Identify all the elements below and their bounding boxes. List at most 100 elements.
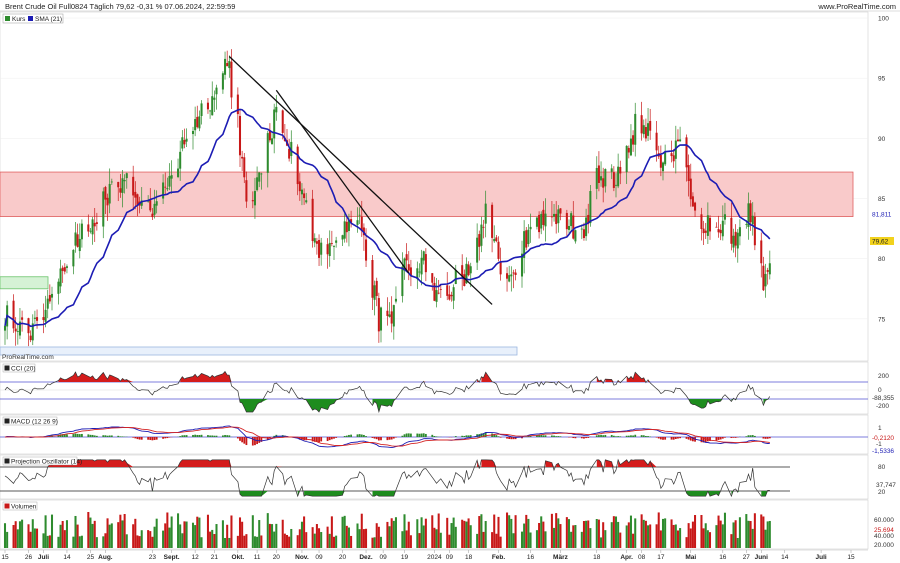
- volume-bar: [16, 529, 19, 548]
- candle: [768, 250, 771, 280]
- volume-bar: [687, 523, 690, 548]
- macd-bar: [258, 437, 261, 443]
- macd-bar: [551, 435, 553, 437]
- volume-bar: [251, 515, 254, 548]
- volume-bar: [6, 531, 9, 548]
- candle: [540, 211, 543, 235]
- macd-bar: [241, 437, 244, 443]
- volume-bar: [65, 520, 68, 548]
- candle: [320, 237, 323, 266]
- volume-bar: [256, 536, 259, 548]
- candle: [721, 205, 724, 241]
- candle: [185, 128, 188, 147]
- candle: [706, 202, 709, 244]
- volume-bar: [288, 536, 291, 548]
- candle: [617, 153, 620, 189]
- macd-bar: [102, 435, 105, 437]
- volume-bar: [27, 524, 30, 548]
- x-tick-label: 15: [1, 554, 9, 561]
- candle: [567, 219, 571, 235]
- macd-bar: [245, 437, 248, 446]
- macd-bar: [689, 437, 692, 441]
- candle: [392, 304, 395, 340]
- volume-bar: [50, 514, 54, 548]
- candle: [446, 272, 449, 301]
- x-tick-label: 15: [847, 554, 855, 561]
- candle: [649, 108, 652, 140]
- macd-bar: [685, 437, 688, 439]
- macd-bar: [371, 437, 374, 438]
- macd-bar: [529, 435, 532, 437]
- volume-bar: [104, 533, 107, 548]
- candle: [647, 108, 650, 142]
- candle: [749, 200, 752, 231]
- volume-bar: [632, 533, 635, 548]
- candle: [271, 132, 274, 145]
- volume-bar: [506, 512, 509, 548]
- candle: [689, 163, 692, 207]
- macd-bar: [469, 435, 472, 437]
- candle: [420, 249, 423, 286]
- macd-bar: [166, 437, 169, 439]
- x-axis: 15 26 Juli 14 25 Aug. 23 Sept. 12 21 Okt. 11 20 Nov. 0…: [0, 549, 868, 561]
- volume-bar: [482, 531, 485, 548]
- macd-bar: [316, 437, 318, 442]
- macd-bar: [76, 433, 79, 437]
- candle: [597, 151, 600, 192]
- volume-bar: [392, 520, 395, 548]
- y-tick-label: 80: [878, 256, 886, 263]
- volume-bar: [95, 537, 98, 548]
- volume-bar: [689, 528, 692, 548]
- macd-bar: [580, 437, 583, 439]
- y-axis: 100 95 90 85 80 75: [878, 16, 889, 324]
- candle: [580, 224, 583, 240]
- volume-bar: [181, 533, 184, 548]
- volume-bar: [313, 533, 316, 548]
- candle: [266, 130, 269, 188]
- candle: [78, 223, 81, 259]
- volume-bar: [121, 520, 124, 548]
- candle: [260, 172, 263, 190]
- macd-bar: [320, 437, 323, 442]
- volume-bar: [228, 537, 231, 548]
- macd-bar: [659, 437, 662, 440]
- volume-bar: [723, 512, 726, 548]
- volume-bar: [634, 518, 637, 548]
- candle: [386, 297, 389, 326]
- macd-bar: [104, 435, 107, 437]
- candle: [520, 240, 524, 288]
- macd-value-2: -1,5336: [872, 448, 894, 455]
- macd-bar: [147, 437, 150, 440]
- candle: [27, 317, 30, 347]
- candle: [565, 209, 568, 237]
- volume-bar: [553, 527, 556, 548]
- volume-bar: [230, 515, 233, 548]
- macd-bar: [330, 437, 333, 440]
- candle: [435, 278, 438, 308]
- candle: [702, 220, 705, 246]
- y-tick-label: 85: [878, 196, 886, 203]
- volume-bar: [480, 514, 483, 548]
- macd-bar: [311, 437, 314, 442]
- trendline: [275, 89, 410, 274]
- candle: [213, 90, 216, 112]
- candle: [557, 205, 560, 233]
- projection-tick-20: 20: [878, 489, 886, 496]
- sma-line: [4, 108, 771, 328]
- macd-bar: [753, 435, 756, 437]
- range-band: [0, 346, 518, 356]
- macd-bar: [151, 437, 154, 441]
- volume-bar: [629, 515, 632, 548]
- volume-bar: [420, 517, 423, 548]
- candle: [341, 234, 344, 246]
- x-tick-label: 09: [446, 554, 454, 561]
- macd-bar: [499, 437, 502, 438]
- volume-bar: [625, 525, 628, 548]
- volume-bar: [42, 533, 45, 548]
- candle: [495, 235, 498, 243]
- candle: [732, 228, 735, 253]
- candle: [574, 229, 577, 244]
- candle: [679, 126, 682, 142]
- volume-bar: [405, 530, 408, 548]
- macd-bar: [672, 437, 675, 440]
